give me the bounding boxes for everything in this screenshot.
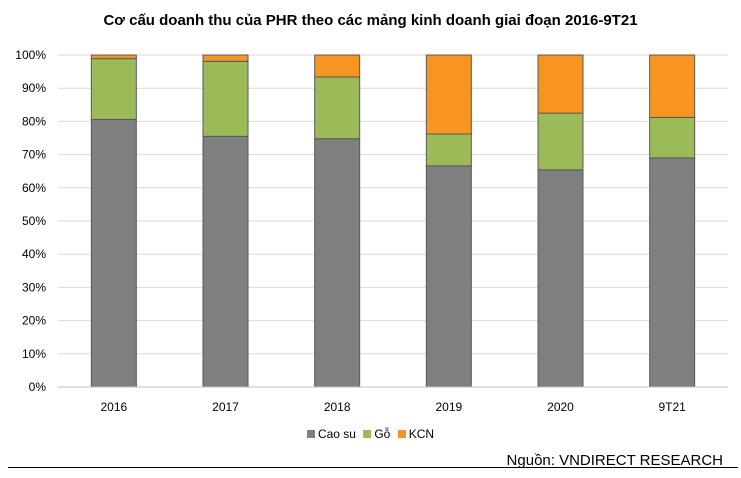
y-tick-label: 50%: [22, 214, 46, 228]
legend: Cao su Gỗ KCN: [0, 427, 741, 441]
x-axis: 2016 2017 2018 2019 2020 9T21: [58, 386, 728, 414]
bar-segment: [202, 60, 249, 137]
y-tick-label: 20%: [22, 314, 46, 328]
source-note: Nguồn: VNDIRECT RESEARCH: [506, 452, 723, 469]
x-tick-label: 9T21: [658, 400, 686, 414]
legend-label-kcn: KCN: [408, 427, 435, 441]
bar-segment: [649, 54, 696, 118]
bar-segment: [425, 165, 472, 388]
x-tick-label: 2018: [324, 400, 351, 414]
legend-item-kcn: KCN: [397, 427, 435, 441]
y-tick-label: 0%: [29, 380, 47, 394]
bar-segment: [314, 138, 361, 388]
x-tick-label: 2019: [435, 400, 462, 414]
x-tick-label: 2020: [547, 400, 574, 414]
bar-segment: [202, 135, 249, 388]
x-tick-label: 2017: [212, 400, 239, 414]
bar-segment: [90, 58, 137, 120]
bar-segment: [90, 54, 137, 60]
legend-label-go: Gỗ: [374, 427, 391, 441]
legend-swatch-go: [363, 430, 372, 438]
bar-segment: [649, 116, 696, 159]
bar-segment: [649, 157, 696, 388]
bar-segment: [314, 54, 361, 78]
y-tick-label: 100%: [15, 48, 46, 62]
y-tick-label: 80%: [22, 114, 46, 128]
bar-segment: [90, 118, 137, 388]
divider-line: [8, 467, 738, 468]
stacked-bar-chart: 0%10%20%30%40%50%60%70%80%90%100% 2016 20…: [15, 48, 728, 414]
y-tick-label: 70%: [22, 148, 46, 162]
legend-label-cao-su: Cao su: [317, 427, 356, 441]
bar-segment: [537, 169, 584, 388]
bar-segment: [314, 76, 361, 140]
chart-title: Cơ cấu doanh thu của PHR theo các mảng k…: [103, 12, 638, 29]
bar-segment: [425, 54, 472, 135]
y-axis: 0% 10% 20% 30% 40% 50% 60% 70% 80% 90% 100%: [15, 48, 46, 394]
bar-segment: [537, 54, 584, 114]
y-tick-label: 10%: [22, 347, 46, 361]
bar-segment: [425, 133, 472, 167]
legend-swatch-kcn: [397, 430, 406, 438]
bar-segment: [537, 112, 584, 171]
legend-item-go: Gỗ: [363, 427, 390, 441]
y-tick-label: 90%: [22, 81, 46, 95]
y-tick-label: 40%: [22, 247, 46, 261]
y-tick-label: 60%: [22, 181, 46, 195]
y-tick-label: 30%: [22, 280, 46, 294]
legend-item-cao-su: Cao su: [306, 427, 356, 441]
x-tick-label: 2016: [100, 400, 127, 414]
gridlines: [58, 54, 728, 388]
bar-segment: [202, 54, 249, 62]
bars: [90, 54, 696, 388]
legend-swatch-cao-su: [306, 430, 315, 438]
